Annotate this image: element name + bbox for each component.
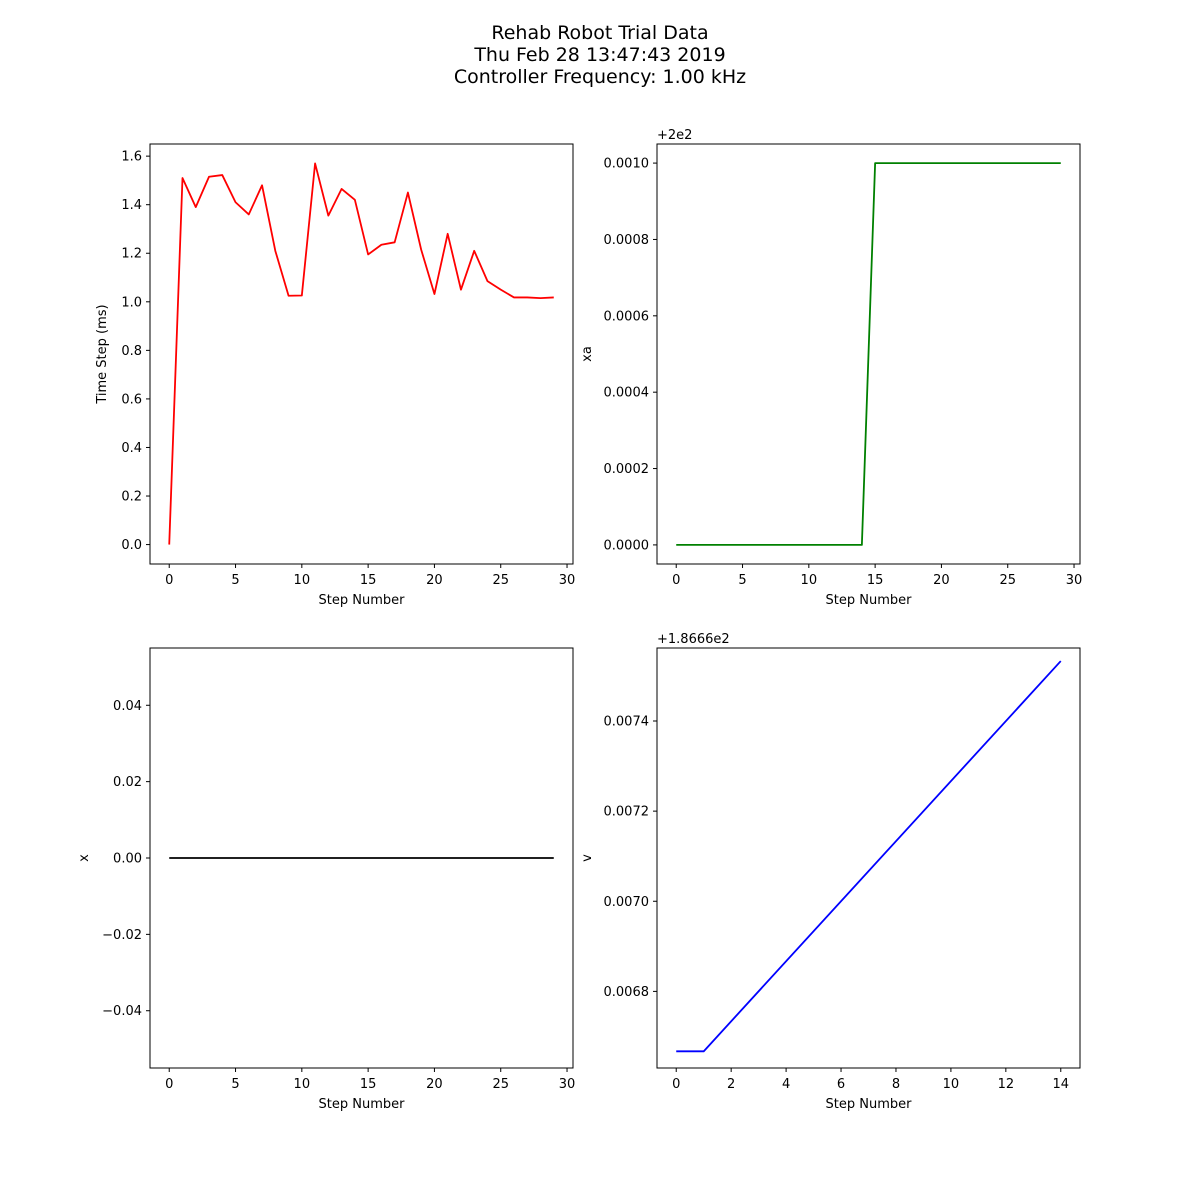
x-tick-label: 4 [782,1077,790,1092]
x-tick-label: 10 [294,573,311,588]
x-tick-label: 15 [360,573,377,588]
x-tick-label: 2 [727,1077,735,1092]
y-tick-label: 0.0010 [604,157,650,172]
x-axis-label: Step Number [826,1097,913,1112]
x-tick-label: 10 [294,1077,311,1092]
y-tick-label: 0.0004 [604,386,650,401]
y-tick-label: −0.04 [102,1004,142,1019]
x-tick-label: 10 [943,1077,960,1092]
y-tick-label: 0.0 [121,538,142,553]
y-tick-label: 0.0008 [604,233,650,248]
y-tick-label: 0.0006 [604,309,650,324]
y-offset-text: +2e2 [657,128,692,143]
x-tick-label: 30 [559,573,576,588]
y-tick-label: 1.0 [121,295,142,310]
x-tick-label: 0 [672,573,680,588]
x-tick-label: 5 [738,573,746,588]
y-tick-label: 0.04 [113,699,142,714]
axes-frame [149,143,574,565]
x-tick-label: 12 [998,1077,1015,1092]
y-tick-label: −0.02 [102,928,142,943]
y-tick-label: 0.0074 [604,715,650,730]
subplot-3: 0 5 10 15 20 25 30 −0.04 −0.02 0.00 0.02 0.04 Step N… [77,647,576,1112]
y-tick-label: 0.8 [121,344,142,359]
x-tick-label: 30 [1066,573,1083,588]
figure-title-line-3: Controller Frequency: 1.00 kHz [453,66,747,88]
x-tick-label: 14 [1052,1077,1069,1092]
x-axis-label: Step Number [319,593,406,608]
y-axis-label: xa [580,346,595,362]
figure-title-line-2: Thu Feb 28 13:47:43 2019 [474,44,726,66]
x-tick-label: 15 [360,1077,377,1092]
y-tick-label: 0.00 [113,852,142,867]
y-axis-label: v [580,854,595,862]
y-tick-label: 0.4 [121,441,142,456]
x-tick-label: 5 [231,573,239,588]
x-tick-label: 20 [426,1077,443,1092]
x-tick-label: 8 [892,1077,900,1092]
series-line [676,660,1062,1053]
y-tick-label: 0.0000 [604,538,650,553]
y-tick-label: 1.2 [121,247,142,262]
x-axis-label: Step Number [826,593,913,608]
x-tick-label: 0 [672,1077,680,1092]
x-tick-label: 0 [165,573,173,588]
subplot-2: 0 5 10 15 20 25 30 0.0000 0.0002 0.0004 0.0006 0.00… [580,128,1082,608]
y-axis-label: x [77,854,92,862]
y-offset-text: +1.8666e2 [657,632,730,647]
y-tick-label: 0.0068 [604,985,650,1000]
x-axis-label: Step Number [319,1097,406,1112]
y-tick-label: 0.02 [113,775,142,790]
x-tick-label: 5 [231,1077,239,1092]
x-tick-label: 30 [559,1077,576,1092]
series-line [168,162,554,545]
x-tick-label: 20 [933,573,950,588]
y-tick-label: 1.4 [121,198,142,213]
subplot-4: 0 2 4 6 8 10 12 14 0.0068 0.0070 0.0072 0.0074 Step … [580,632,1081,1112]
x-tick-label: 20 [426,573,443,588]
axes-frame [656,143,1081,565]
y-tick-label: 0.0072 [604,805,650,820]
axes-frame [656,647,1081,1069]
x-tick-label: 25 [999,573,1016,588]
x-tick-label: 10 [801,573,818,588]
y-tick-label: 0.6 [121,392,142,407]
series-line [676,162,1061,546]
figure-title-line-1: Rehab Robot Trial Data [491,22,709,44]
y-tick-label: 1.6 [121,150,142,165]
y-tick-label: 0.0002 [604,462,650,477]
x-tick-label: 25 [492,573,509,588]
x-tick-label: 0 [165,1077,173,1092]
x-tick-label: 15 [867,573,884,588]
x-tick-label: 25 [492,1077,509,1092]
y-tick-label: 0.0070 [604,895,650,910]
y-axis-label: Time Step (ms) [95,304,110,404]
x-tick-label: 6 [837,1077,845,1092]
y-tick-label: 0.2 [121,490,142,505]
subplot-1: 0 5 10 15 20 25 30 0.0 0.2 0.4 0.6 0.8 1.0 1.2 1.4 1.6 S… [95,143,576,608]
